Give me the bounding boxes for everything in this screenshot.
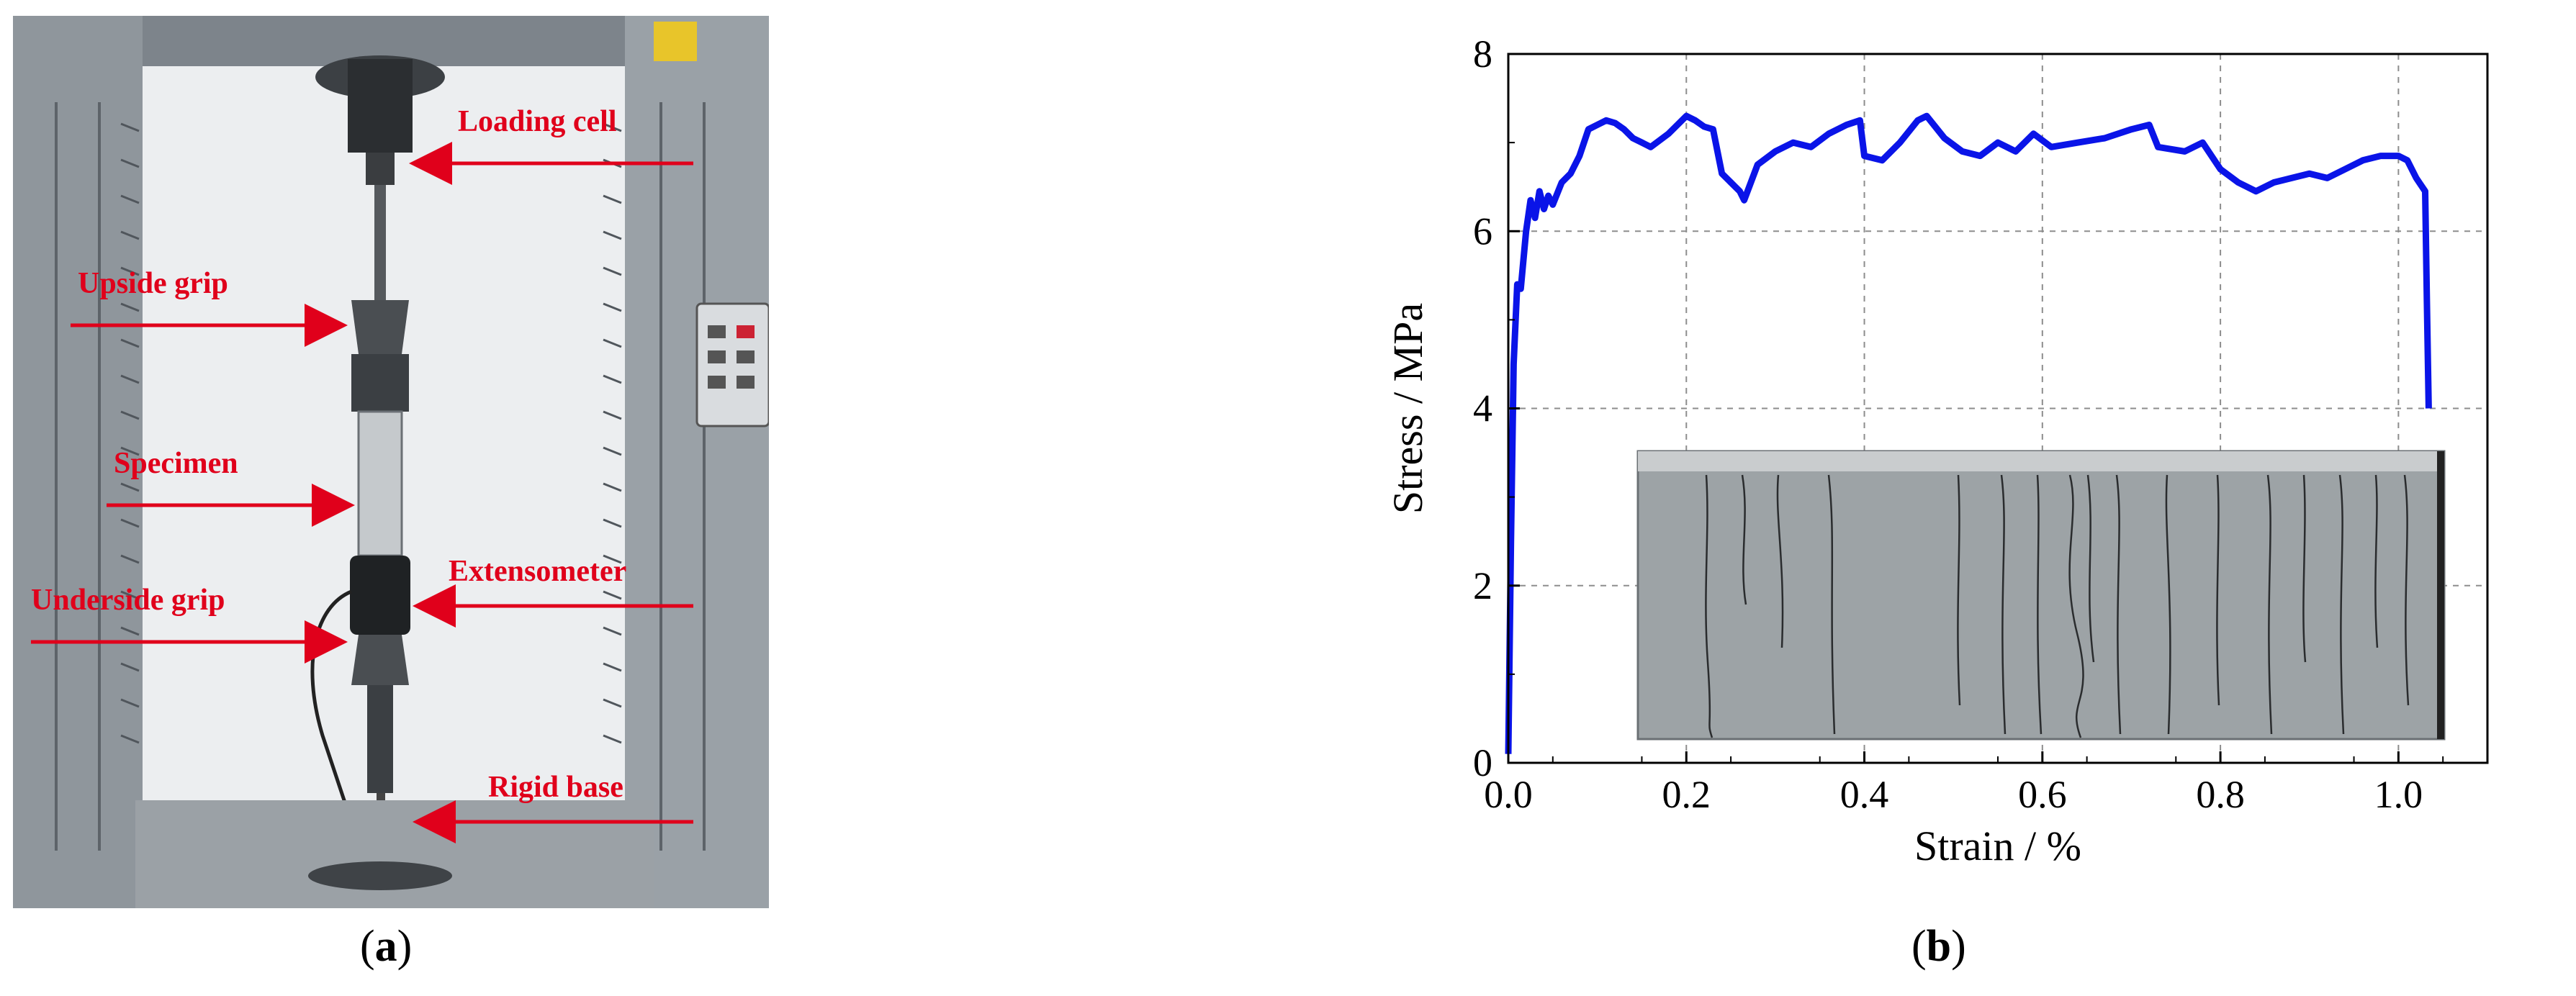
x-tick-label: 0.6 [2018, 773, 2067, 816]
cracked-specimen-inset [1636, 450, 2446, 741]
caption-b-letter: b [1926, 922, 1952, 971]
y-tick-label: 6 [1473, 209, 1492, 253]
label-extensometer: Extensometer [449, 555, 626, 588]
label-underside-grip: Underside grip [31, 584, 225, 617]
label-rigid-base: Rigid base [488, 771, 623, 804]
label-upside-grip: Upside grip [78, 267, 228, 300]
y-axis-label: Stress / MPa [1384, 303, 1431, 514]
test-machine-photo: Loading cell Upside grip Specimen Extens… [13, 16, 769, 908]
label-loading-cell: Loading cell [458, 105, 617, 138]
x-tick-label: 0.0 [1484, 773, 1533, 816]
caption-a: (a) [360, 922, 413, 971]
y-tick-label: 0 [1473, 741, 1492, 784]
x-tick-label: 0.8 [2196, 773, 2245, 816]
y-tick-label: 8 [1473, 32, 1492, 76]
y-tick-label: 2 [1473, 564, 1492, 607]
x-tick-label: 1.0 [2374, 773, 2423, 816]
stress-strain-line [1505, 112, 2432, 754]
x-tick-label: 0.2 [1662, 773, 1711, 816]
label-specimen: Specimen [114, 447, 238, 480]
axis-ticks: 0.0 0.2 0.4 0.6 0.8 1.0 0 2 4 6 8 [1473, 32, 2444, 816]
x-tick-label: 0.4 [1840, 773, 1889, 816]
stress-strain-chart: 0.0 0.2 0.4 0.6 0.8 1.0 0 2 4 6 8 Strain / % Stres… [1384, 32, 2489, 869]
caption-b: (b) [1911, 922, 1966, 971]
x-axis-label: Strain / % [1914, 823, 2081, 869]
y-tick-label: 4 [1473, 387, 1492, 430]
caption-a-letter: a [374, 922, 397, 971]
